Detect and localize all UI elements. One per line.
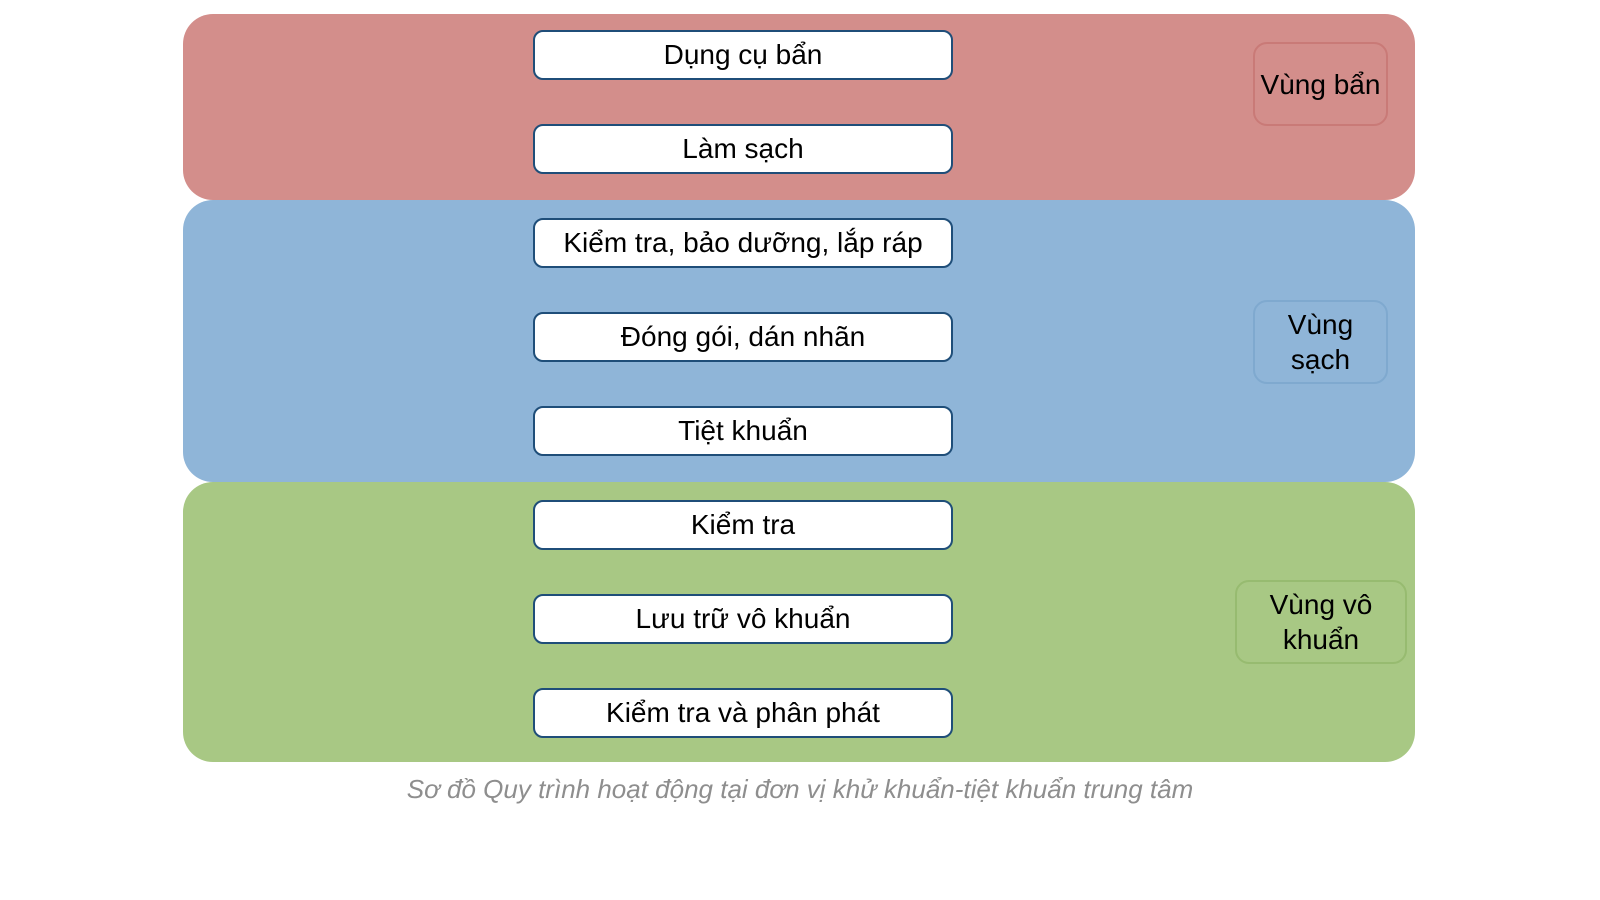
step-s2: Làm sạch (533, 124, 953, 174)
step-s7: Lưu trữ vô khuẩn (533, 594, 953, 644)
zone-label-dirty: Vùng bẩn (1253, 42, 1388, 126)
step-s8: Kiểm tra và phân phát (533, 688, 953, 738)
flowchart-canvas: Vùng bẩn Vùng sạch Vùng vô khuẩn Dụng cụ bẩ… (0, 0, 1600, 900)
zone-label-sterile: Vùng vô khuẩn (1235, 580, 1407, 664)
step-s6: Kiểm tra (533, 500, 953, 550)
step-s4: Đóng gói, dán nhãn (533, 312, 953, 362)
zone-label-clean: Vùng sạch (1253, 300, 1388, 384)
step-s3: Kiểm tra, bảo dưỡng, lắp ráp (533, 218, 953, 268)
step-s5: Tiệt khuẩn (533, 406, 953, 456)
diagram-caption: Sơ đồ Quy trình hoạt động tại đơn vị khử… (300, 774, 1300, 805)
step-s1: Dụng cụ bẩn (533, 30, 953, 80)
